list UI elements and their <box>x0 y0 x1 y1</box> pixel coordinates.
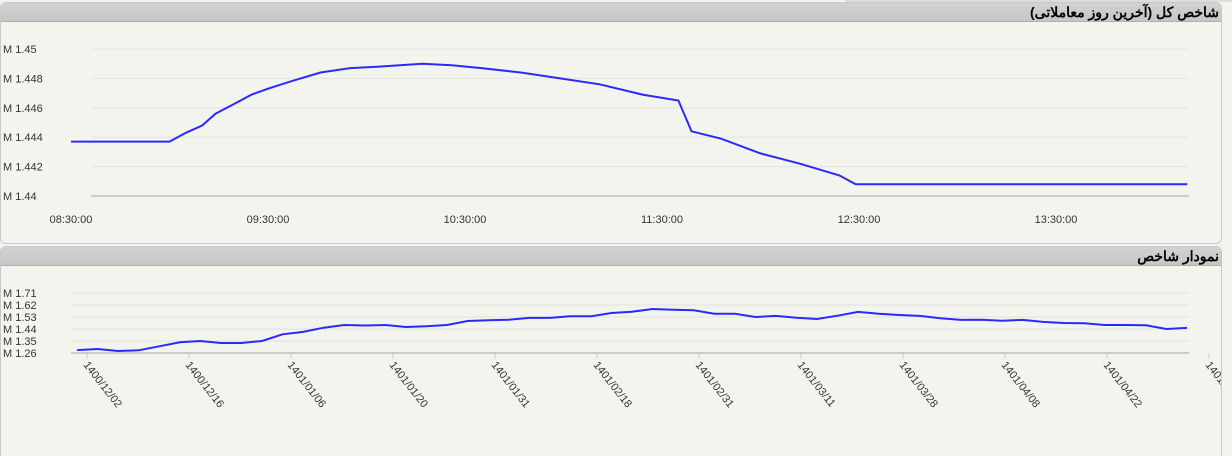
x-tick-label: 1401/02/18 <box>591 359 634 410</box>
y-tick-label: M 1.44 <box>3 191 37 203</box>
y-tick-label: M 1.446 <box>3 103 43 115</box>
x-tick-label: 12:30:00 <box>838 214 881 226</box>
x-tick-label: 1401/04/22 <box>1101 359 1144 410</box>
x-tick-label: 1401/04/08 <box>999 359 1042 410</box>
x-tick-label: 10:30:00 <box>444 214 487 226</box>
index-line <box>71 62 1188 186</box>
x-tick-label: 1401/01/31 <box>489 359 532 410</box>
x-tick-label: 1400/12/16 <box>183 359 226 410</box>
x-tick-label: 11:30:00 <box>641 214 683 226</box>
y-tick-label: M 1.442 <box>3 162 43 174</box>
y-tick-label: M 1.62 <box>3 300 37 312</box>
top-edge <box>845 0 1232 2</box>
x-tick-label: 08:30:00 <box>50 214 93 226</box>
panel-title: نمودار شاخص <box>1 247 1221 266</box>
y-tick-label: M 1.71 <box>3 288 37 300</box>
x-tick-label: 1401/03/11 <box>795 359 838 409</box>
y-tick-label: M 1.26 <box>3 348 37 360</box>
intraday-index-chart: M 1.45 M 1.448 M 1.446 M 1.444 M 1.442 M 1.44… <box>3 44 1189 226</box>
index-history-panel: نمودار شاخص M 1.71 M 1.62 M 1.53 M 1.44 M 1.… <box>0 246 1222 456</box>
intraday-index-panel: شاخص کل (آخرین روز معاملاتی) M 1.45 M 1.4… <box>0 2 1222 244</box>
x-tick-label: 1401/03/28 <box>897 359 940 410</box>
index-history-chart: M 1.71M 1.62M 1.53M 1.44M 1.35M 1.26 1400… <box>3 288 1222 410</box>
x-tick-label: 13:30:00 <box>1035 214 1078 226</box>
y-tick-label: M 1.444 <box>3 132 43 144</box>
x-tick-label: 1401/02/31 <box>693 359 736 410</box>
y-tick-label: M 1.44 <box>3 324 37 336</box>
panel-title: شاخص کل (آخرین روز معاملاتی) <box>1 3 1221 22</box>
x-tick-label: 1401/01/06 <box>285 359 328 410</box>
x-tick-label: 1401/0 <box>1203 359 1222 393</box>
y-tick-label: M 1.448 <box>3 73 43 85</box>
y-tick-label: M 1.53 <box>3 312 37 324</box>
y-tick-label: M 1.45 <box>3 44 37 56</box>
x-tick-label: 1401/01/20 <box>387 359 430 410</box>
index-line <box>76 307 1188 353</box>
y-tick-label: M 1.35 <box>3 336 37 348</box>
x-tick-label: 09:30:00 <box>247 214 290 226</box>
x-tick-label: 1400/12/02 <box>81 359 124 410</box>
